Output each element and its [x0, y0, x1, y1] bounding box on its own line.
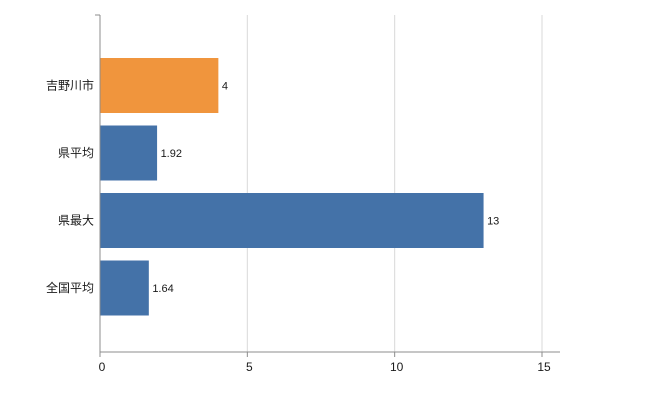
- bar-value-label: 1.64: [152, 283, 173, 295]
- category-label: 吉野川市: [46, 78, 94, 93]
- category-label: 県平均: [58, 146, 94, 160]
- x-tick-label: 5: [246, 360, 253, 374]
- bar-value-label: 1.92: [161, 148, 182, 160]
- bar-3: [100, 260, 149, 316]
- category-label: 県最大: [58, 214, 94, 228]
- bar-0: [100, 58, 219, 113]
- bar-2: [100, 193, 484, 248]
- x-tick-label: 10: [390, 360, 404, 374]
- bar-value-label: 13: [487, 216, 499, 228]
- category-label: 全国平均: [46, 280, 94, 295]
- bar-value-label: 4: [222, 81, 228, 93]
- x-tick-label: 0: [99, 360, 106, 374]
- bar-1: [100, 125, 158, 181]
- x-tick-label: 15: [537, 360, 551, 374]
